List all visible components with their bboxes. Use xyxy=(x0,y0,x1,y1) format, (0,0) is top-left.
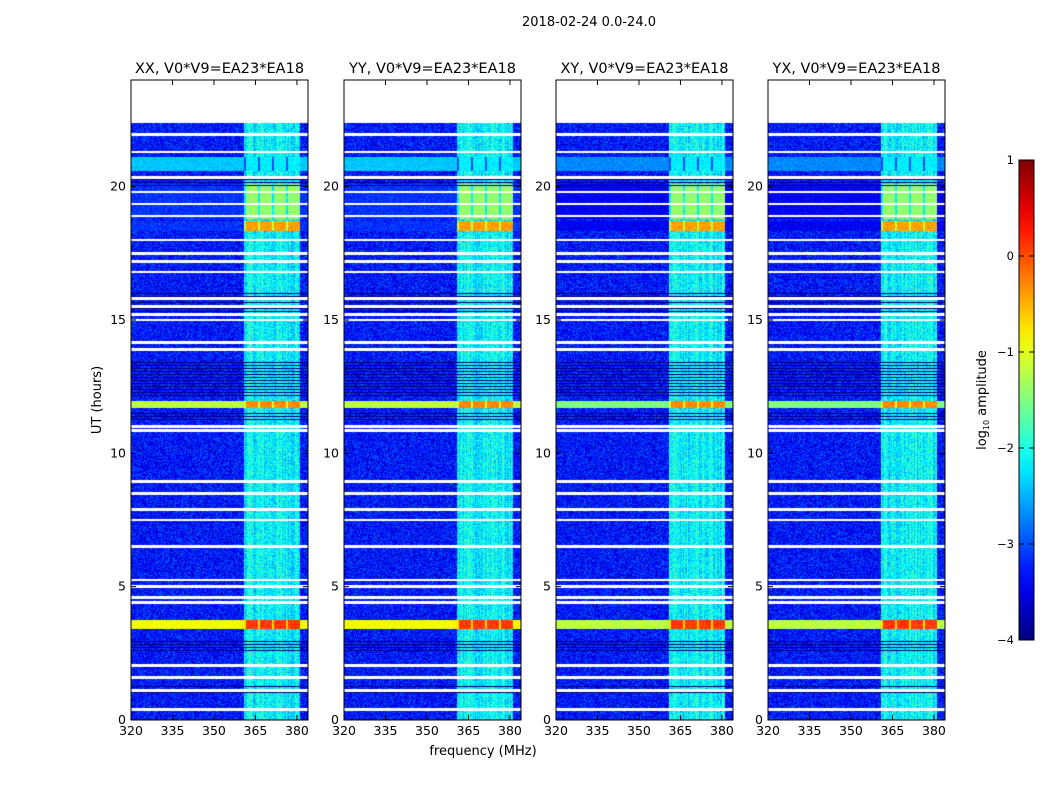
y-tick-label: 10 xyxy=(747,445,763,460)
x-tick-label: 335 xyxy=(798,723,822,738)
y-axis-label: UT (hours) xyxy=(90,366,105,434)
y-tick-label: 20 xyxy=(747,179,763,194)
x-tick-label: 335 xyxy=(374,723,398,738)
x-tick-label: 335 xyxy=(586,723,610,738)
colorbar-tick-label: 0 xyxy=(1007,249,1014,263)
spectrogram-heatmap xyxy=(131,80,308,720)
y-tick-label: 10 xyxy=(110,445,126,460)
x-tick-label: 365 xyxy=(244,723,268,738)
x-tick-label: 320 xyxy=(756,723,780,738)
x-tick-label: 365 xyxy=(457,723,481,738)
plot-frame xyxy=(343,79,522,721)
plot-frame xyxy=(767,79,946,721)
y-tick-label: 15 xyxy=(110,312,126,327)
colorbar xyxy=(1018,159,1035,641)
y-tick-label: 5 xyxy=(543,579,551,594)
x-tick-label: 350 xyxy=(202,723,226,738)
y-tick-label: 5 xyxy=(755,579,763,594)
spectrogram-heatmap xyxy=(768,80,945,720)
y-tick-label: 15 xyxy=(323,312,339,327)
x-tick-label: 320 xyxy=(544,723,568,738)
y-tick-label: 0 xyxy=(118,712,126,727)
x-tick-label: 365 xyxy=(669,723,693,738)
x-tick-label: 350 xyxy=(415,723,439,738)
x-tick-label: 335 xyxy=(161,723,185,738)
y-tick-label: 20 xyxy=(323,179,339,194)
x-tick-label: 320 xyxy=(119,723,143,738)
y-tick-label: 0 xyxy=(543,712,551,727)
y-tick-label: 15 xyxy=(747,312,763,327)
y-tick-label: 15 xyxy=(535,312,551,327)
colorbar-tick-label: −4 xyxy=(997,633,1014,647)
x-tick-label: 380 xyxy=(922,723,946,738)
x-tick-label: 380 xyxy=(710,723,734,738)
figure-title: 2018-02-24 0.0-24.0 xyxy=(522,15,656,30)
y-tick-label: 20 xyxy=(110,179,126,194)
x-tick-label: 380 xyxy=(498,723,522,738)
y-tick-label: 10 xyxy=(323,445,339,460)
y-tick-label: 0 xyxy=(331,712,339,727)
y-tick-label: 5 xyxy=(331,579,339,594)
spectrogram-heatmap xyxy=(344,80,521,720)
x-tick-label: 380 xyxy=(285,723,309,738)
panel-title: XY, V0*V9=EA23*EA18 xyxy=(560,61,728,77)
y-tick-label: 5 xyxy=(118,579,126,594)
x-tick-label: 350 xyxy=(839,723,863,738)
colorbar-tick-label: −2 xyxy=(997,441,1014,455)
spectrogram-heatmap xyxy=(556,80,733,720)
plot-frame xyxy=(555,79,734,721)
colorbar-tick-label: 1 xyxy=(1007,153,1014,167)
y-tick-label: 20 xyxy=(535,179,551,194)
x-tick-label: 365 xyxy=(881,723,905,738)
y-tick-label: 10 xyxy=(535,445,551,460)
y-tick-label: 0 xyxy=(755,712,763,727)
x-axis-label: frequency (MHz) xyxy=(429,744,536,759)
colorbar-label: log10 amplitude xyxy=(975,350,991,450)
colorbar-tick-label: −1 xyxy=(997,345,1014,359)
panel-title: YY, V0*V9=EA23*EA18 xyxy=(348,61,516,77)
x-tick-label: 320 xyxy=(332,723,356,738)
colorbar-tick-label: −3 xyxy=(997,537,1014,551)
plot-frame xyxy=(130,79,309,721)
panel-title: YX, V0*V9=EA23*EA18 xyxy=(771,61,940,77)
panel-title: XX, V0*V9=EA23*EA18 xyxy=(135,61,304,77)
x-tick-label: 350 xyxy=(627,723,651,738)
